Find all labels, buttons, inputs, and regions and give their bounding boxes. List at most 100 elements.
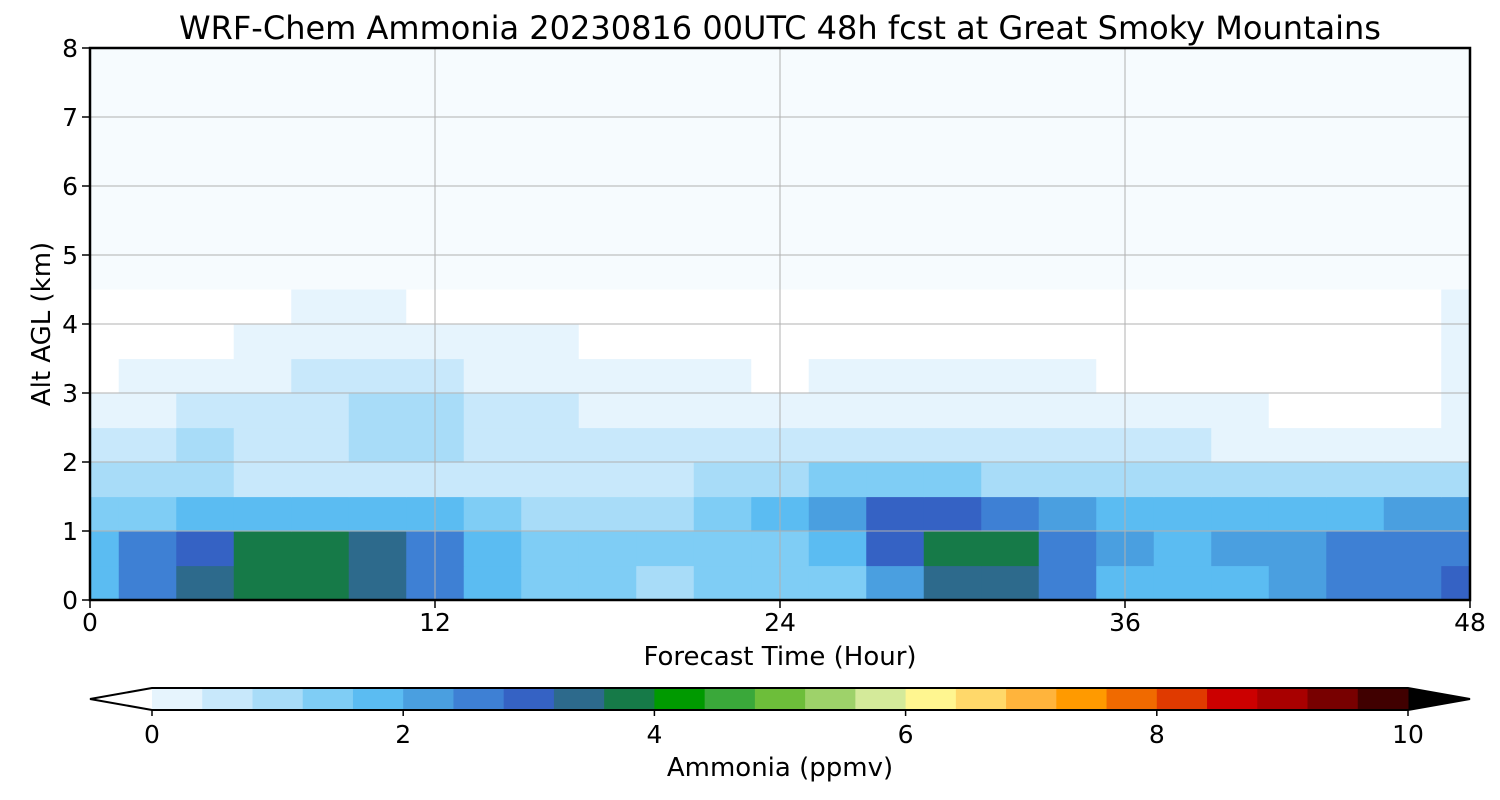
heatmap-cell xyxy=(808,531,867,567)
heatmap-cell xyxy=(1268,289,1327,325)
heatmap-cell xyxy=(981,427,1040,463)
heatmap-cell xyxy=(1211,462,1270,498)
x-axis-label: Forecast Time (Hour) xyxy=(643,642,916,672)
heatmap-cell xyxy=(521,289,580,325)
heatmap-cell xyxy=(1153,324,1212,360)
heatmap-cell xyxy=(1326,496,1385,532)
colorbar-tick-label: 2 xyxy=(395,720,411,749)
heatmap-cell xyxy=(233,358,292,394)
heatmap-cell xyxy=(176,462,235,498)
heatmap-cell xyxy=(636,565,695,601)
heatmap-cell xyxy=(176,531,235,567)
heatmap-cell xyxy=(1383,324,1442,360)
x-tick-label: 36 xyxy=(1109,608,1141,637)
heatmap-cell xyxy=(1268,358,1327,394)
heatmap-cell xyxy=(291,393,350,429)
colorbar-tick-label: 8 xyxy=(1149,720,1165,749)
heatmap-cell xyxy=(1153,531,1212,567)
heatmap-cell xyxy=(636,393,695,429)
heatmap-cell xyxy=(176,358,235,394)
heatmap-cell xyxy=(233,496,292,532)
heatmap-cell xyxy=(636,462,695,498)
heatmap-cell xyxy=(1383,427,1442,463)
heatmap-cell xyxy=(176,565,235,601)
heatmap-cell xyxy=(693,427,752,463)
heatmap-cell xyxy=(1441,462,1471,498)
heatmap-cell xyxy=(1038,393,1097,429)
colorbar-segment xyxy=(1006,688,1057,710)
colorbar-segment xyxy=(1207,688,1258,710)
heatmap-cell xyxy=(1211,531,1270,567)
heatmap-cell xyxy=(348,531,407,567)
heatmap-cell xyxy=(90,427,120,463)
heatmap-cell xyxy=(923,462,982,498)
heatmap-cell xyxy=(521,393,580,429)
colorbar-segment xyxy=(654,688,706,710)
heatmap-cell xyxy=(1268,496,1327,532)
heatmap-cell xyxy=(1153,289,1212,325)
heatmap-cell xyxy=(233,393,292,429)
colorbar-segment xyxy=(1357,688,1409,710)
colorbar-segment xyxy=(604,688,655,710)
heatmap-cell xyxy=(521,462,580,498)
y-axis-ticks: 0 1 2 3 4 5 6 7 8 xyxy=(62,34,90,615)
heatmap-cell xyxy=(1383,289,1442,325)
heatmap-cell xyxy=(1441,358,1471,394)
heatmap-cell xyxy=(1383,462,1442,498)
heatmap-cell xyxy=(866,393,925,429)
heatmap-cell xyxy=(866,462,925,498)
heatmap-cell xyxy=(578,289,637,325)
y-tick-label: 4 xyxy=(62,310,78,339)
y-tick-label: 0 xyxy=(62,586,78,615)
heatmap-cell xyxy=(981,496,1040,532)
heatmap-cell xyxy=(463,531,522,567)
heatmap-cell xyxy=(981,358,1040,394)
heatmap-cell xyxy=(578,462,637,498)
heatmap-cell xyxy=(118,427,177,463)
heatmap-cell xyxy=(1211,496,1270,532)
heatmap-cell xyxy=(1326,427,1385,463)
heatmap-cell xyxy=(521,427,580,463)
heatmap-cell xyxy=(866,496,925,532)
heatmap-cell xyxy=(521,324,580,360)
colorbar: 0 2 4 6 8 10 Ammonia (ppmv) xyxy=(89,687,1471,783)
heatmap-cell xyxy=(463,462,522,498)
y-tick-label: 5 xyxy=(62,241,78,270)
heatmap-cell xyxy=(291,462,350,498)
colorbar-tick-label: 6 xyxy=(898,720,914,749)
heatmap-cell xyxy=(1038,565,1097,601)
heatmap-cell xyxy=(866,427,925,463)
heatmap-cell xyxy=(1268,462,1327,498)
heatmap-cell xyxy=(348,565,407,601)
x-tick-label: 0 xyxy=(82,608,98,637)
colorbar-extend-high xyxy=(1408,688,1470,710)
heatmap-cell xyxy=(90,289,120,325)
heatmap-cell xyxy=(923,427,982,463)
heatmap-cell xyxy=(118,358,177,394)
heatmap-cell xyxy=(1211,324,1270,360)
heatmap-cell xyxy=(923,324,982,360)
heatmap-cell xyxy=(808,565,867,601)
heatmap-cell xyxy=(693,358,752,394)
heatmap-cell xyxy=(118,531,177,567)
heatmap-cell xyxy=(291,324,350,360)
y-tick-label: 6 xyxy=(62,172,78,201)
heatmap-cell xyxy=(808,462,867,498)
heatmap-cell xyxy=(578,358,637,394)
heatmap-cell xyxy=(808,427,867,463)
heatmap-cell xyxy=(923,393,982,429)
heatmap-cell xyxy=(176,427,235,463)
heatmap-cell xyxy=(1211,393,1270,429)
colorbar-label: Ammonia (ppmv) xyxy=(667,753,893,783)
heatmap-cell xyxy=(693,565,752,601)
colorbar-segment xyxy=(1156,688,1208,710)
heatmap-cell xyxy=(1211,289,1270,325)
heatmap-cell xyxy=(1441,565,1471,601)
heatmap-cell xyxy=(1441,324,1471,360)
heatmap-cell xyxy=(1153,393,1212,429)
heatmap-cell xyxy=(291,289,350,325)
heatmap-cell xyxy=(578,565,637,601)
heatmap-cell xyxy=(578,427,637,463)
heatmap-cell xyxy=(348,324,407,360)
heatmap-cell xyxy=(1211,565,1270,601)
